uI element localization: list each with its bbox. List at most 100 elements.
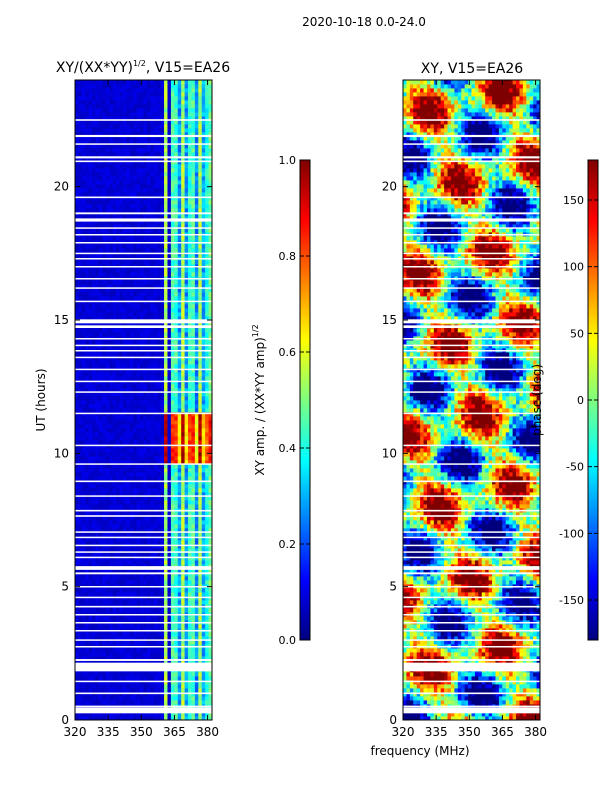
amp-cell — [78, 492, 83, 497]
amp-cell — [85, 672, 90, 677]
amp-cell — [78, 568, 83, 573]
amp-cell — [181, 520, 185, 525]
amp-cell — [85, 284, 90, 289]
amp-cell — [143, 464, 148, 469]
amp-cell — [194, 236, 199, 241]
amp-cell — [140, 404, 144, 409]
amp-cell — [191, 700, 196, 705]
amp-cell — [85, 428, 90, 433]
amp-cell — [184, 416, 189, 421]
amp-cell — [140, 576, 144, 581]
amp-cell — [78, 476, 83, 481]
amp-cell — [170, 352, 175, 357]
amp-cell — [126, 432, 131, 437]
amp-cell — [170, 480, 175, 485]
amp-cell — [85, 220, 90, 225]
amp-cell — [75, 380, 79, 385]
amp-cell — [153, 328, 158, 333]
amp-cell — [126, 404, 131, 409]
amp-cell — [78, 296, 83, 301]
amp-cell — [184, 272, 189, 277]
amp-cell — [122, 568, 127, 573]
amp-cell — [75, 300, 79, 305]
amp-cell — [184, 436, 189, 441]
amp-cell — [181, 596, 185, 601]
amp-cell — [129, 332, 134, 337]
amp-cell — [129, 556, 134, 561]
amp-cell — [85, 712, 90, 717]
amp-cell — [116, 272, 120, 277]
amp-cell — [167, 424, 172, 429]
amp-cell — [157, 560, 162, 565]
amp-cell — [153, 492, 158, 497]
amp-cell — [95, 648, 100, 653]
amp-cell — [177, 388, 182, 393]
amp-cell — [136, 316, 141, 321]
amp-cell — [170, 328, 175, 333]
amp-cell — [122, 476, 127, 481]
amp-cell — [164, 248, 168, 253]
amp-cell — [177, 400, 182, 405]
amp-cell — [181, 360, 185, 365]
amp-cell — [164, 268, 168, 273]
amp-cell — [102, 404, 107, 409]
amp-cell — [153, 656, 158, 661]
amp-cell — [88, 600, 93, 605]
amp-cell — [102, 356, 107, 361]
amp-cell — [78, 472, 83, 477]
amp-cell — [116, 496, 120, 501]
amp-cell — [126, 608, 131, 613]
amp-cell — [81, 520, 86, 525]
amp-cell — [92, 656, 96, 661]
amp-cell — [191, 428, 196, 433]
amp-cell — [112, 388, 117, 393]
amp-cell — [122, 552, 127, 557]
amp-cell — [146, 252, 151, 257]
amp-cell — [133, 312, 138, 317]
amp-cell — [88, 592, 93, 597]
amp-cell — [109, 224, 114, 229]
amp-cell — [184, 544, 189, 549]
amp-cell — [157, 280, 162, 285]
amp-cell — [205, 588, 209, 593]
amp-cell — [143, 364, 148, 369]
amp-cell — [126, 532, 131, 537]
amp-cell — [75, 652, 79, 657]
amp-cell — [167, 268, 172, 273]
amp-cell — [164, 472, 168, 477]
amp-cell — [129, 532, 134, 537]
amp-cell — [129, 272, 134, 277]
amp-cell — [92, 432, 96, 437]
amp-cell — [188, 352, 192, 357]
amp-cell — [78, 432, 83, 437]
amp-cell — [75, 492, 79, 497]
amp-cell — [201, 656, 206, 661]
amp-cell — [102, 468, 107, 473]
amp-cell — [126, 544, 131, 549]
amp-cell — [191, 560, 196, 565]
amp-cell — [136, 296, 141, 301]
amp-cell — [88, 460, 93, 465]
amp-cell — [194, 392, 199, 397]
amp-cell — [153, 516, 158, 521]
amp-cell — [170, 640, 175, 645]
amp-cell — [133, 288, 138, 293]
amp-cell — [174, 476, 179, 481]
amp-cell — [167, 640, 172, 645]
amp-cell — [194, 340, 199, 345]
amp-cell — [170, 456, 175, 461]
amp-cell — [174, 416, 179, 421]
amp-cell — [143, 328, 148, 333]
amp-cell — [116, 532, 120, 537]
amp-cell — [85, 288, 90, 293]
amp-cell — [188, 640, 192, 645]
amp-cell — [177, 624, 182, 629]
amp-cell — [140, 260, 144, 265]
amp-cell — [81, 692, 86, 697]
amp-cell — [174, 540, 179, 545]
amp-cell — [177, 672, 182, 677]
amp-cell — [95, 404, 100, 409]
amp-cell — [184, 672, 189, 677]
amp-cell — [198, 640, 203, 645]
amp-cell — [208, 476, 213, 481]
